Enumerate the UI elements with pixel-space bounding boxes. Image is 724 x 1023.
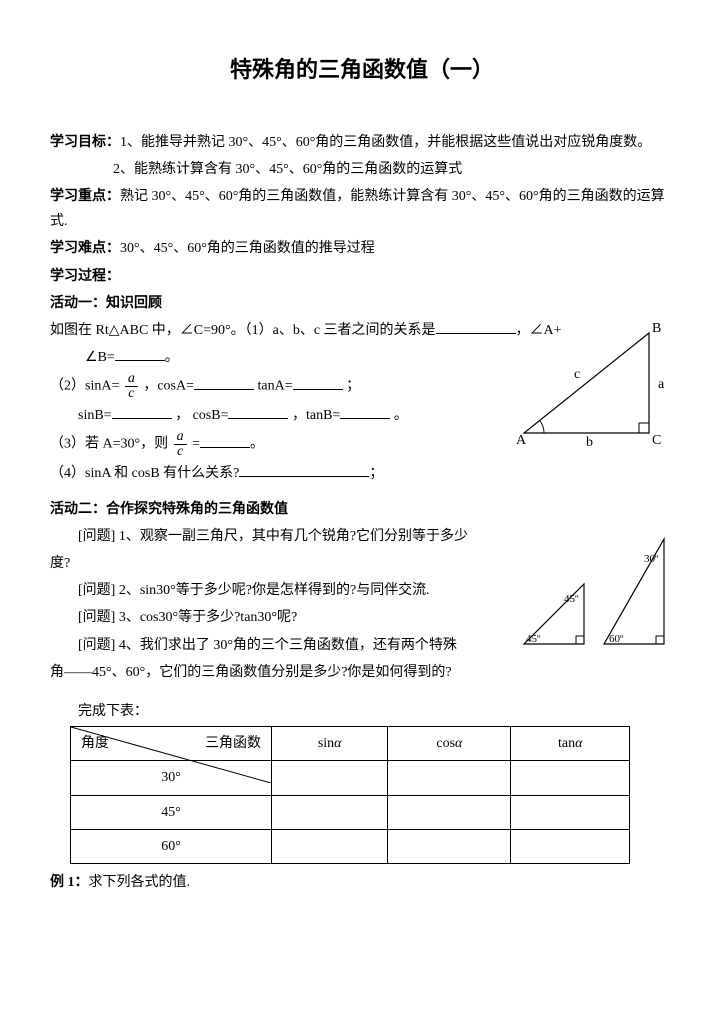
set-square-diagram: 45º 45º 60º 30º xyxy=(514,524,684,663)
frac-den-2: c xyxy=(174,445,187,459)
vertex-C: C xyxy=(652,433,661,448)
frac-a-over-c: ac xyxy=(125,372,138,401)
hc-top: 三角函数 xyxy=(205,731,261,756)
act1-l2d: ； xyxy=(343,379,361,394)
act1-l5b: ； xyxy=(369,466,383,481)
goal-label: 学习目标： xyxy=(50,135,120,150)
col-sin: sinα xyxy=(272,727,388,761)
cell-12 xyxy=(388,761,511,795)
q4b: 角——45°、60°，它们的三角函数值分别是多少?你是如何得到的? xyxy=(50,660,674,685)
alpha2: α xyxy=(455,736,462,751)
frac-num-2: a xyxy=(174,430,187,445)
col-cos: cosα xyxy=(388,727,511,761)
difficulty: 学习难点：30°、45°、60°角的三角函数值的推导过程 xyxy=(50,236,674,261)
cell-33 xyxy=(511,829,630,863)
cell-22 xyxy=(388,795,511,829)
cell-31 xyxy=(272,829,388,863)
col-cos-text: cos xyxy=(436,736,455,751)
act1-l1a: 如图在 Rt△ABC 中，∠C=90°。（1）a、b、c 三者之间的关系是 xyxy=(50,323,436,338)
row-45: 45° xyxy=(71,795,272,829)
blank-sinB xyxy=(112,404,172,419)
vertex-B: B xyxy=(652,321,661,336)
focus-text: 熟记 30°、45°、60°角的三角函数值，能熟练计算含有 30°、45°、60… xyxy=(50,189,665,229)
blank-a30 xyxy=(200,433,250,448)
ex1-label: 例 1： xyxy=(50,875,89,890)
goal-1-text: 1、能推导并熟记 30°、45°、60°角的三角函数值，并能根据这些值说出对应锐… xyxy=(120,135,651,150)
blank-anglesum xyxy=(115,346,165,361)
goal-2: 2、能熟练计算含有 30°、45°、60°角的三角函数的运算式 xyxy=(113,157,674,182)
act1-l2c: tanA= xyxy=(258,379,293,394)
blank-cosB xyxy=(228,404,288,419)
col-tan: tanα xyxy=(511,727,630,761)
angle-45: 45º xyxy=(526,633,541,645)
act1-line5: （4）sinA 和 cosB 有什么关系? ； xyxy=(50,461,674,486)
side-b: b xyxy=(586,435,593,448)
frac-den: c xyxy=(125,387,138,401)
col-tan-text: tan xyxy=(558,736,575,751)
act1-l5a: （4）sinA 和 cosB 有什么关系? xyxy=(50,466,239,481)
act1-l4c: 。 xyxy=(250,437,264,452)
table-header-diag: 三角函数 角度 xyxy=(71,727,272,761)
vertex-A: A xyxy=(516,433,527,448)
goal-1: 学习目标：1、能推导并熟记 30°、45°、60°角的三角函数值，并能根据这些值… xyxy=(50,130,674,155)
blank-cosA xyxy=(194,375,254,390)
activity-1-title: 活动一：知识回顾 xyxy=(50,291,674,316)
alpha3: α xyxy=(575,736,582,751)
blank-relation2 xyxy=(239,462,369,477)
cell-13 xyxy=(511,761,630,795)
act1-l3a: sinB= xyxy=(78,408,112,423)
process-label: 学习过程： xyxy=(50,264,674,289)
blank-tanB xyxy=(340,404,390,419)
cell-32 xyxy=(388,829,511,863)
act1-l2a: （2）sinA= xyxy=(50,379,119,394)
act1-l3d: 。 xyxy=(390,408,408,423)
focus: 学习重点：熟记 30°、45°、60°角的三角函数值，能熟练计算含有 30°、4… xyxy=(50,184,674,234)
focus-label: 学习重点： xyxy=(50,189,120,204)
hc-bot: 角度 xyxy=(81,731,109,756)
trig-table: 三角函数 角度 sinα cosα tanα 30° 45° 60° xyxy=(70,726,630,864)
act1-l4a: （3）若 A=30°，则 xyxy=(50,437,168,452)
act1-l2b: ，cosA= xyxy=(143,379,194,394)
cell-21 xyxy=(272,795,388,829)
act1-l3c: ，tanB= xyxy=(292,408,340,423)
blank-relation xyxy=(436,319,516,334)
activity-1-block: 如图在 Rt△ABC 中，∠C=90°。（1）a、b、c 三者之间的关系是，∠A… xyxy=(50,318,674,487)
angle-45b: 45º xyxy=(564,593,579,605)
cell-11 xyxy=(272,761,388,795)
row-60: 60° xyxy=(71,829,272,863)
table-caption: 完成下表： xyxy=(50,699,674,724)
page-title: 特殊角的三角函数值（一） xyxy=(50,50,674,90)
side-c: c xyxy=(574,367,580,382)
example-1: 例 1：求下列各式的值. xyxy=(50,870,674,895)
act1-l1d: 。 xyxy=(165,350,179,365)
cell-23 xyxy=(511,795,630,829)
frac-num: a xyxy=(125,372,138,387)
right-triangle-diagram: A B C a b c xyxy=(514,318,674,457)
activity-2-title: 活动二：合作探究特殊角的三角函数值 xyxy=(50,497,674,522)
activity-2-block: [问题] 1、观察一副三角尺，其中有几个锐角?它们分别等于多少 度? [问题] … xyxy=(50,524,674,685)
act1-l4b: = xyxy=(192,437,200,452)
difficulty-text: 30°、45°、60°角的三角函数值的推导过程 xyxy=(120,241,375,256)
ex1-text: 求下列各式的值. xyxy=(89,875,191,890)
col-sin-text: sin xyxy=(318,736,334,751)
frac-a-over-c-2: ac xyxy=(174,430,187,459)
alpha1: α xyxy=(334,736,341,751)
act1-l1c: ∠B= xyxy=(85,350,115,365)
act1-l3b: ， cosB= xyxy=(175,408,228,423)
blank-tanA xyxy=(293,375,343,390)
angle-30: 30º xyxy=(644,553,659,565)
side-a: a xyxy=(658,377,665,392)
angle-60: 60º xyxy=(609,633,624,645)
difficulty-label: 学习难点： xyxy=(50,241,120,256)
